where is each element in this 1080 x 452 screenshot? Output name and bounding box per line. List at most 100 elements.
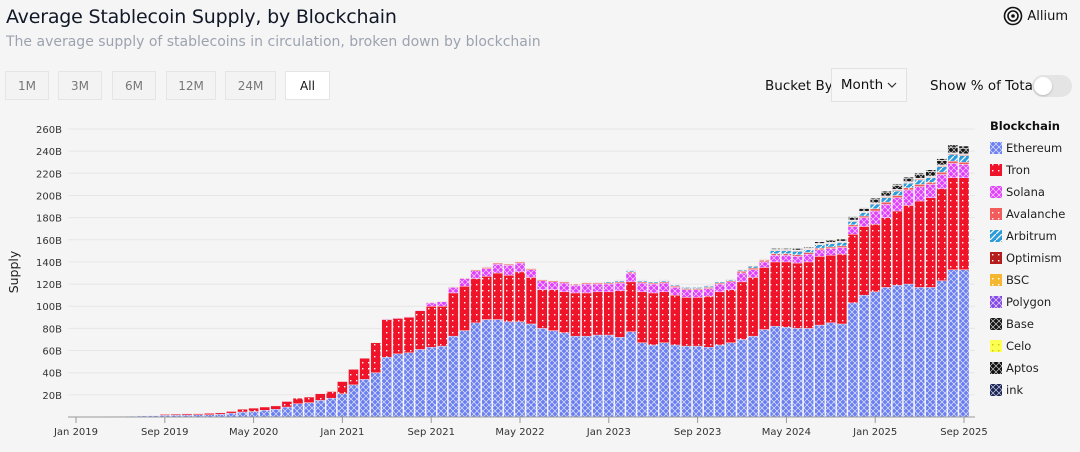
bar-segment-solana[interactable] [492, 263, 503, 274]
bar-segment-arbitrum[interactable] [792, 251, 803, 255]
bar-segment-tron[interactable] [847, 234, 859, 304]
legend-item-tron[interactable]: Tron [990, 163, 1030, 177]
bar-segment-solana[interactable] [459, 278, 470, 287]
bar-segment-tron[interactable] [215, 412, 226, 415]
bar-segment-tron[interactable] [392, 318, 404, 355]
bar-segment-arbitrum[interactable] [892, 190, 903, 196]
bar-stack[interactable] [481, 266, 492, 418]
bar-segment-tron[interactable] [359, 358, 370, 380]
bar-stack[interactable] [770, 247, 781, 418]
bar-segment-ethereum[interactable] [537, 328, 548, 418]
bar-segment-solana[interactable] [426, 302, 437, 307]
bar-segment-avalanche[interactable] [759, 260, 770, 263]
bar-stack[interactable] [903, 176, 914, 418]
bar-segment-tron[interactable] [925, 197, 936, 288]
bar-segment-solana[interactable] [514, 262, 526, 273]
bar-segment-base[interactable] [936, 160, 947, 166]
bar-segment-ethereum[interactable] [281, 406, 293, 418]
bar-segment-tron[interactable] [870, 224, 881, 293]
bar-segment-avalanche[interactable] [792, 254, 803, 257]
bar-segment-tron[interactable] [636, 291, 648, 343]
bar-segment-ethereum[interactable] [548, 330, 559, 418]
bar-stack[interactable] [803, 246, 814, 418]
bar-segment-solana[interactable] [592, 283, 603, 293]
bar-segment-solana[interactable] [881, 204, 892, 218]
bar-segment-ethereum[interactable] [259, 410, 270, 418]
bar-segment-tron[interactable] [159, 414, 171, 416]
bar-segment-tron[interactable] [659, 291, 670, 343]
bar-stack[interactable] [514, 260, 526, 418]
bar-segment-ethereum[interactable] [847, 302, 859, 418]
bar-segment-base[interactable] [892, 185, 903, 190]
bar-stack[interactable] [659, 279, 670, 418]
bar-segment-tron[interactable] [681, 297, 692, 347]
legend-item-optimism[interactable]: Optimism [990, 251, 1062, 265]
bar-segment-ethereum[interactable] [814, 324, 825, 418]
bar-segment-ethereum[interactable] [392, 353, 404, 418]
bar-segment-tron[interactable] [459, 286, 470, 331]
bar-stack[interactable] [914, 172, 925, 418]
bar-segment-tron[interactable] [792, 262, 803, 329]
bar-segment-solana[interactable] [714, 283, 725, 293]
bar-segment-ethereum[interactable] [315, 400, 326, 418]
bar-segment-ethereum[interactable] [636, 342, 648, 418]
bar-stack[interactable] [870, 197, 881, 418]
legend-item-celo[interactable]: Celo [990, 339, 1031, 353]
bar-segment-solana[interactable] [847, 226, 859, 235]
bar-stack[interactable] [947, 144, 959, 418]
bar-stack[interactable] [603, 280, 614, 418]
bar-segment-aptos[interactable] [947, 144, 959, 148]
bar-segment-ethereum[interactable] [492, 319, 503, 418]
bar-stack[interactable] [625, 269, 637, 418]
bar-stack[interactable] [392, 317, 404, 418]
bar-segment-arbitrum[interactable] [914, 179, 925, 185]
bar-segment-tron[interactable] [614, 290, 626, 338]
bar-segment-arbitrum[interactable] [947, 154, 959, 162]
legend-item-solana[interactable]: Solana [990, 185, 1045, 199]
bar-segment-solana[interactable] [648, 283, 659, 294]
bar-segment-ethereum[interactable] [426, 347, 437, 418]
bar-segment-arbitrum[interactable] [903, 183, 914, 188]
bar-segment-base[interactable] [858, 208, 870, 212]
bar-segment-ethereum[interactable] [381, 356, 392, 418]
bar-segment-ethereum[interactable] [570, 335, 581, 418]
bar-segment-tron[interactable] [592, 291, 603, 336]
bar-segment-arbitrum[interactable] [858, 212, 870, 217]
bar-stack[interactable] [492, 261, 503, 418]
bar-segment-arbitrum[interactable] [881, 197, 892, 203]
bar-segment-tron[interactable] [203, 413, 215, 415]
legend-item-base[interactable]: Base [990, 317, 1034, 331]
bar-segment-avalanche[interactable] [936, 171, 947, 175]
bar-segment-solana[interactable] [892, 197, 903, 212]
bar-segment-ethereum[interactable] [836, 323, 848, 418]
bar-stack[interactable] [681, 286, 692, 418]
bar-segment-tron[interactable] [170, 414, 182, 416]
bar-stack[interactable] [781, 247, 792, 418]
bar-stack[interactable] [581, 281, 592, 418]
bar-segment-arbitrum[interactable] [781, 250, 792, 254]
bar-segment-avalanche[interactable] [803, 252, 814, 255]
bar-stack[interactable] [670, 284, 681, 418]
bar-stack[interactable] [714, 280, 725, 418]
bar-segment-ethereum[interactable] [370, 372, 381, 418]
bar-segment-tron[interactable] [292, 397, 304, 404]
bar-segment-ethereum[interactable] [614, 337, 626, 418]
bar-segment-tron[interactable] [537, 289, 548, 329]
bar-segment-avalanche[interactable] [858, 215, 870, 218]
bar-segment-arbitrum[interactable] [770, 250, 781, 254]
bar-segment-ethereum[interactable] [747, 335, 759, 418]
bar-segment-ethereum[interactable] [525, 323, 537, 418]
bar-segment-ethereum[interactable] [870, 291, 881, 418]
bar-segment-solana[interactable] [659, 282, 670, 293]
bar-stack[interactable] [592, 281, 603, 418]
bar-stack[interactable] [448, 286, 459, 418]
bar-segment-avalanche[interactable] [814, 247, 825, 250]
bar-segment-tron[interactable] [326, 391, 337, 399]
bar-segment-aptos[interactable] [958, 145, 970, 149]
legend-item-ink[interactable]: ink [990, 383, 1023, 397]
bar-segment-arbitrum[interactable] [870, 204, 881, 209]
bar-stack[interactable] [570, 282, 581, 418]
bar-stack[interactable] [548, 279, 559, 418]
bar-segment-base[interactable] [870, 199, 881, 203]
bar-segment-solana[interactable] [603, 283, 614, 293]
